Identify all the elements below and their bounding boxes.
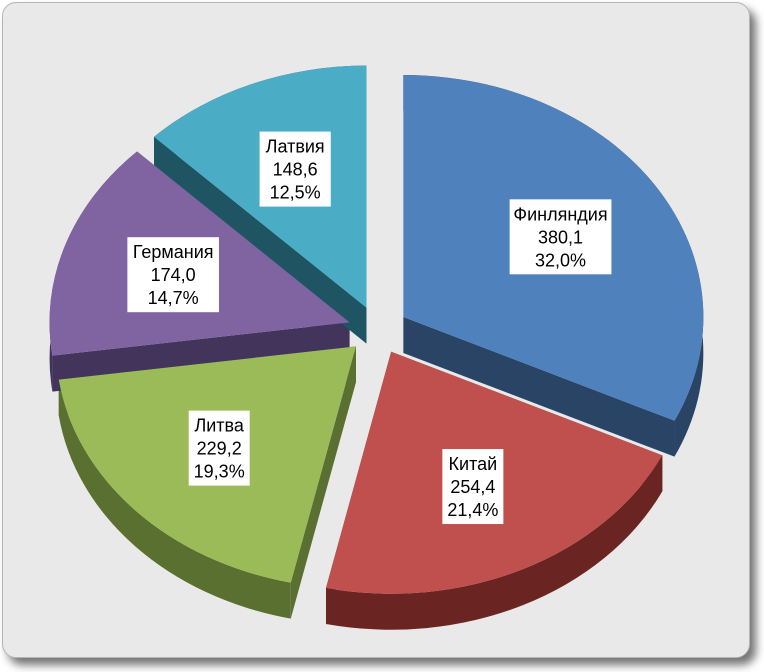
slice-value-1: 254,4 bbox=[450, 477, 495, 497]
slice-value-0: 380,1 bbox=[538, 227, 583, 247]
slice-wall-0-1 bbox=[403, 317, 675, 457]
slice-label-box-4 bbox=[259, 131, 331, 207]
slice-value-4: 148,6 bbox=[273, 160, 318, 180]
slice-name-3: Германия bbox=[133, 242, 214, 262]
slice-rim-2 bbox=[58, 379, 291, 619]
slice-name-4: Латвия bbox=[266, 137, 325, 157]
slice-labels: Финляндия 380,1 32,0% Китай 254,4 21,4% Литва 2… bbox=[127, 131, 612, 525]
slice-value-3: 174,0 bbox=[151, 265, 196, 285]
slice-label-3: Германия 174,0 14,7% bbox=[127, 237, 219, 313]
slice-percent-3: 14,7% bbox=[148, 288, 199, 308]
slice-percent-0: 32,0% bbox=[535, 250, 586, 270]
slice-label-box-3 bbox=[127, 237, 219, 313]
slice-wall-4-0 bbox=[154, 136, 367, 344]
slice-name-1: Китай bbox=[449, 454, 498, 474]
slice-label-box-2 bbox=[188, 410, 250, 486]
slice-label-1: Китай 254,4 21,4% bbox=[442, 449, 504, 525]
slice-label-0: Финляндия 380,1 32,0% bbox=[509, 199, 612, 275]
slice-wall-2-0 bbox=[290, 346, 356, 619]
slice-label-2: Литва 229,2 19,3% bbox=[188, 410, 250, 486]
slice-percent-4: 12,5% bbox=[270, 183, 321, 203]
slice-rim-1 bbox=[325, 455, 663, 630]
slice-value-2: 229,2 bbox=[197, 439, 242, 459]
slice-label-4: Латвия 148,6 12,5% bbox=[259, 131, 331, 207]
slice-percent-1: 21,4% bbox=[447, 500, 498, 520]
slice-label-box-1 bbox=[442, 449, 504, 525]
slice-name-2: Литва bbox=[194, 416, 244, 436]
slice-percent-2: 19,3% bbox=[194, 462, 245, 482]
slice-name-0: Финляндия bbox=[513, 204, 607, 224]
slice-label-box-0 bbox=[509, 199, 612, 275]
slice-tops bbox=[49, 65, 704, 594]
